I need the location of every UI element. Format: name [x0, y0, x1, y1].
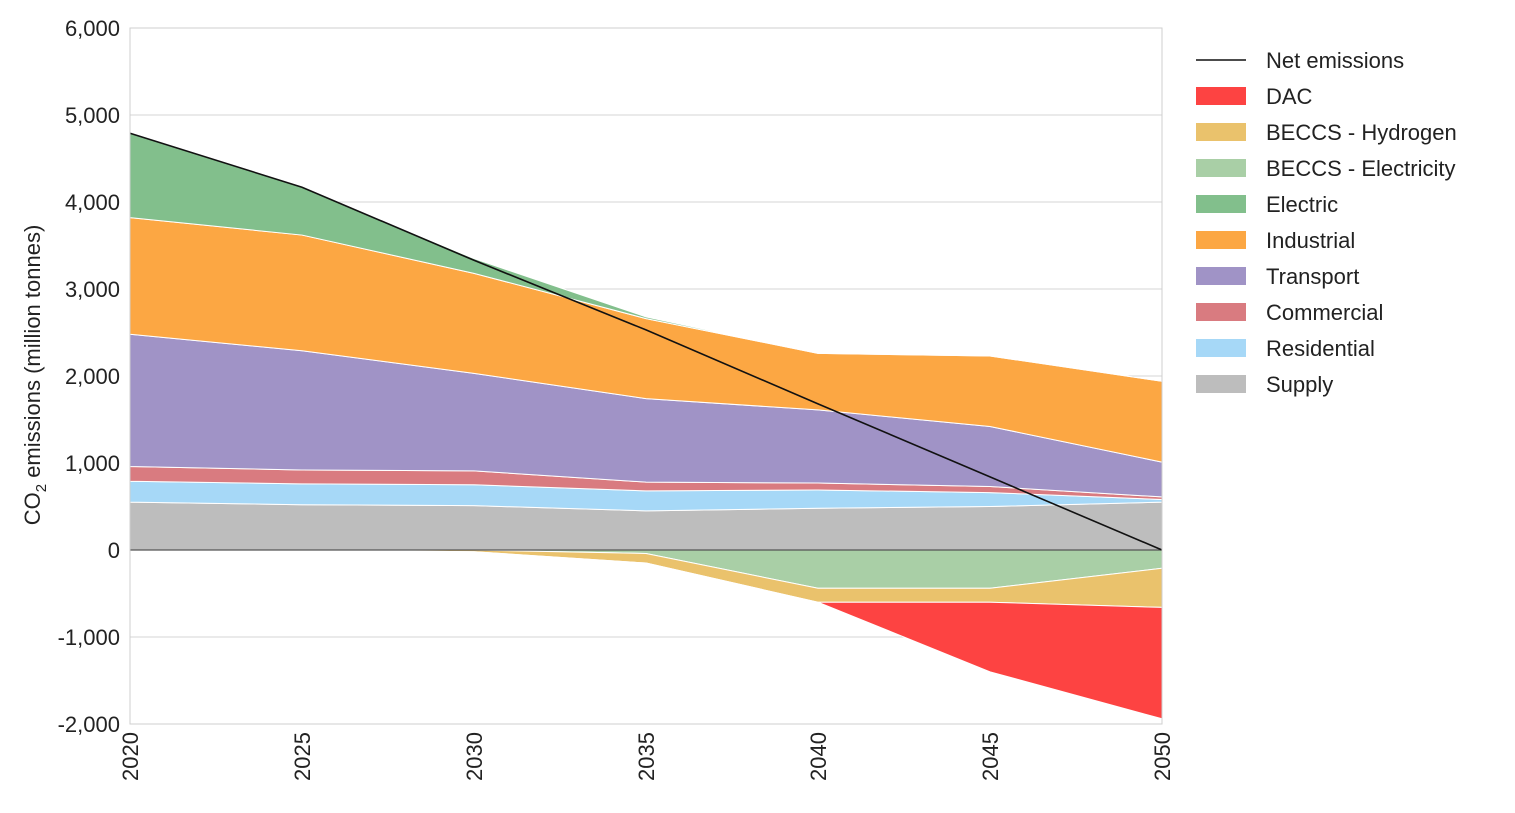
legend-swatch-industrial — [1196, 231, 1246, 249]
net-emissions-line — [129, 132, 1163, 551]
legend-swatch-electric — [1196, 195, 1246, 213]
y-tick-label: 3,000 — [65, 277, 120, 302]
legend-label-electric: Electric — [1266, 192, 1338, 217]
x-tick-label: 2025 — [290, 732, 315, 781]
x-tick-label: 2035 — [634, 732, 659, 781]
y-axis-ticks: -2,000 -1,000 0 1,000 2,000 3,000 4,000 5,000 6,… — [58, 16, 120, 737]
y-tick-label: 0 — [108, 538, 120, 563]
legend-label-industrial: Industrial — [1266, 228, 1355, 253]
legend-label-dac: DAC — [1266, 84, 1313, 109]
legend-swatch-beccs-electricity — [1196, 159, 1246, 177]
legend-swatch-supply — [1196, 375, 1246, 393]
x-tick-label: 2045 — [978, 732, 1003, 781]
legend-label-net-emissions: Net emissions — [1266, 48, 1404, 73]
legend: Net emissions DAC BECCS - Hydrogen BECCS - … — [1196, 48, 1457, 397]
y-tick-label: 1,000 — [65, 451, 120, 476]
y-axis-label-main: CO — [20, 492, 45, 525]
legend-swatch-residential — [1196, 339, 1246, 357]
x-tick-label: 2040 — [806, 732, 831, 781]
legend-swatch-transport — [1196, 267, 1246, 285]
plot-frame — [129, 27, 1163, 725]
legend-swatch-dac — [1196, 87, 1246, 105]
y-axis-label-subscript: 2 — [33, 484, 50, 492]
y-tick-label: 6,000 — [65, 16, 120, 41]
y-tick-label: -2,000 — [58, 712, 120, 737]
y-axis-label-rest: emissions (million tonnes) — [20, 225, 45, 484]
y-axis-label: CO2 emissions (million tonnes) — [20, 225, 50, 526]
y-tick-label: -1,000 — [58, 625, 120, 650]
legend-label-beccs-hydrogen: BECCS - Hydrogen — [1266, 120, 1457, 145]
legend-label-beccs-electricity: BECCS - Electricity — [1266, 156, 1455, 181]
y-tick-label: 2,000 — [65, 364, 120, 389]
x-tick-label: 2020 — [118, 732, 143, 781]
y-tick-label: 4,000 — [65, 190, 120, 215]
x-tick-label: 2050 — [1150, 732, 1175, 781]
area-series — [129, 132, 1163, 720]
area-electric — [129, 132, 1163, 382]
plot-border — [129, 27, 1163, 725]
x-tick-label: 2030 — [462, 732, 487, 781]
legend-swatch-beccs-hydrogen — [1196, 123, 1246, 141]
legend-swatch-commercial — [1196, 303, 1246, 321]
legend-label-transport: Transport — [1266, 264, 1359, 289]
legend-label-residential: Residential — [1266, 336, 1375, 361]
x-axis-ticks: 2020 2025 2030 2035 2040 2045 2050 — [118, 732, 1175, 781]
y-tick-label: 5,000 — [65, 103, 120, 128]
net-emissions-series — [129, 132, 1163, 551]
legend-label-supply: Supply — [1266, 372, 1333, 397]
legend-label-commercial: Commercial — [1266, 300, 1383, 325]
